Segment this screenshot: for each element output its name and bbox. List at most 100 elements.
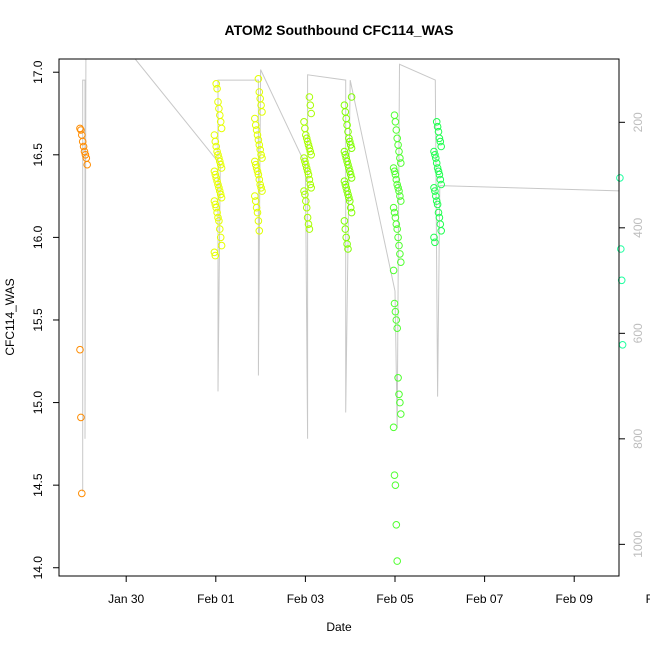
data-point — [395, 187, 403, 195]
data-point — [252, 126, 261, 134]
data-point — [433, 200, 442, 209]
data-point — [78, 489, 86, 498]
data-point — [396, 154, 404, 162]
data-point — [307, 184, 316, 192]
data-point — [392, 316, 401, 324]
data-point — [258, 154, 266, 162]
data-point — [392, 175, 401, 184]
data-point — [254, 75, 263, 83]
data-point — [347, 93, 356, 101]
data-point — [255, 175, 264, 184]
data-point — [302, 203, 311, 212]
data-point — [390, 471, 399, 480]
data-point — [305, 175, 314, 184]
data-point — [305, 93, 314, 101]
y-axis-label: CFC114_WAS — [3, 278, 17, 355]
right-altitude-axis: 200 400 600 800 1000 — [619, 112, 645, 558]
data-point — [210, 248, 219, 257]
data-point — [340, 217, 349, 225]
data-point — [300, 118, 308, 126]
right-tick-label: 800 — [631, 429, 645, 449]
data-point — [251, 121, 260, 129]
data-point — [346, 203, 355, 212]
data-point — [255, 227, 264, 235]
data-point — [434, 167, 443, 176]
y-tick-label: 17.0 — [31, 60, 45, 84]
x-tick-label: Jan 30 — [108, 592, 144, 606]
data-point — [346, 170, 355, 179]
data-point — [395, 390, 403, 399]
x-tick-label: Feb 09 — [556, 592, 594, 606]
data-point — [397, 410, 405, 418]
data-point — [79, 142, 88, 151]
data-point — [213, 208, 221, 217]
data-point — [81, 151, 90, 159]
x-axis-label: Date — [326, 620, 352, 634]
data-point — [258, 187, 266, 195]
data-point — [347, 174, 356, 182]
y-tick-label: 14.5 — [31, 473, 45, 497]
data-point — [393, 324, 402, 333]
data-point — [76, 345, 84, 354]
x-tick-label: Feb 03 — [287, 592, 325, 606]
data-point — [253, 208, 262, 217]
data-point — [396, 250, 404, 258]
right-tick-label: 400 — [631, 217, 645, 237]
data-point — [431, 187, 439, 195]
data-point — [216, 225, 224, 233]
data-point — [212, 80, 220, 88]
data-point — [616, 174, 624, 182]
data-point — [77, 126, 85, 134]
data-point — [212, 142, 220, 151]
data-point — [254, 170, 263, 179]
data-point — [217, 124, 226, 133]
data-point — [78, 137, 87, 146]
data-point — [617, 276, 626, 285]
data-point — [306, 101, 315, 109]
data-point — [215, 104, 223, 113]
y-tick-label: 15.0 — [31, 391, 45, 415]
data-point — [251, 192, 259, 200]
data-point — [307, 109, 316, 118]
data-point — [344, 190, 352, 199]
data-point — [256, 146, 265, 154]
data-point — [392, 220, 401, 228]
data-point — [390, 299, 399, 308]
y-tick-label: 14.0 — [31, 556, 45, 580]
data-point — [397, 159, 405, 167]
data-point — [396, 398, 404, 407]
data-point — [300, 187, 308, 195]
data-point — [210, 131, 219, 139]
data-point — [436, 137, 445, 146]
data-point — [432, 118, 441, 126]
data-point — [216, 111, 224, 119]
data-point — [431, 238, 439, 247]
x-tick-label: Feb 07 — [466, 592, 504, 606]
data-points-layer — [76, 75, 627, 565]
data-point — [434, 208, 443, 217]
data-point — [257, 184, 265, 192]
data-point — [394, 184, 402, 192]
data-point — [306, 147, 315, 156]
data-point — [340, 101, 349, 109]
data-point — [304, 170, 313, 179]
data-point — [430, 184, 438, 192]
data-point — [255, 141, 264, 149]
data-point — [304, 220, 313, 228]
data-point — [394, 374, 402, 382]
data-point — [255, 88, 264, 96]
data-point — [435, 134, 444, 143]
data-point — [394, 233, 402, 242]
data-point — [430, 233, 438, 242]
data-point — [391, 307, 400, 316]
data-point — [77, 413, 85, 422]
data-point — [391, 481, 400, 490]
data-point — [254, 136, 263, 144]
data-point — [437, 227, 446, 235]
data-point — [212, 203, 220, 212]
data-point — [431, 151, 439, 159]
data-point — [436, 220, 445, 228]
data-point — [216, 160, 225, 169]
x-tick-label: Feb 01 — [197, 592, 235, 606]
data-point — [217, 193, 226, 202]
